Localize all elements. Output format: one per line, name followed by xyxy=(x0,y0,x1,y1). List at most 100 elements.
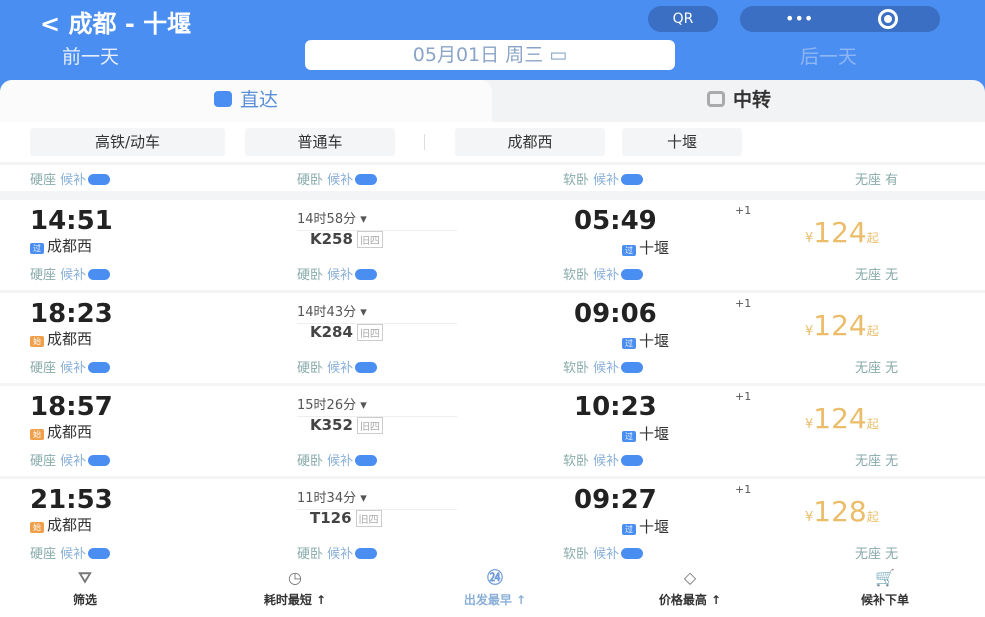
arrival-time: 09:27 xyxy=(574,485,657,515)
prev-day-button[interactable]: 前一天 xyxy=(62,46,120,68)
calendar-icon: ▭ xyxy=(549,44,568,66)
station-name: 成都西 xyxy=(47,423,93,441)
seat-availability[interactable]: 软卧 候补 xyxy=(563,264,644,283)
station-name: 十堰 xyxy=(639,425,670,443)
next-day-button[interactable]: 后一天 xyxy=(800,46,858,68)
duration[interactable]: 15时26分 ▾ xyxy=(297,394,457,417)
seat-availability[interactable]: 无座 无 xyxy=(855,450,898,469)
seat-status: 候补 xyxy=(327,173,354,188)
seat-type: 硬座 xyxy=(30,268,57,283)
toolbar-price-tag-button[interactable]: ◇ 价格最高 ↑ xyxy=(630,567,750,608)
seat-status: 无 xyxy=(885,547,899,562)
seat-type: 软卧 xyxy=(563,547,590,562)
seat-status: 无 xyxy=(885,454,899,469)
waitlist-toggle-icon xyxy=(88,362,111,373)
seat-availability[interactable]: 硬座 候补 xyxy=(30,450,111,469)
price-value: 124 xyxy=(813,309,867,342)
waitlist-toggle-icon xyxy=(88,548,111,559)
station-badge: 过 xyxy=(622,524,636,535)
duration[interactable]: 14时43分 ▾ xyxy=(297,301,457,324)
price-tag-icon: ◇ xyxy=(683,568,697,587)
chip-to-station[interactable]: 十堰 xyxy=(622,128,742,156)
departure-time: 21:53 xyxy=(30,485,113,515)
seat-status: 候补 xyxy=(593,361,620,376)
train-info-icon: 旧四 xyxy=(355,510,382,527)
tab-direct[interactable]: 直达 xyxy=(0,80,492,122)
chip-normal-train[interactable]: 普通车 xyxy=(245,128,395,156)
train-number: K258 xyxy=(310,230,353,248)
date-picker[interactable]: 05月01日 周三 ▭ xyxy=(305,40,675,70)
seat-availability[interactable]: 硬卧 候补 xyxy=(297,264,378,283)
filter-icon: ⛛ xyxy=(78,568,92,587)
train-row[interactable]: 18:23 始成都西 14时43分 ▾ K284 旧四 09:06 +1 过十堰 … xyxy=(0,293,985,383)
seat-availability[interactable]: 软卧 候补 xyxy=(563,450,644,469)
waitlist-toggle-icon xyxy=(621,548,644,559)
departure-time: 18:23 xyxy=(30,299,113,329)
seat-status: 候补 xyxy=(593,268,620,283)
back-title-button[interactable]: < 成都 - 十堰 xyxy=(40,10,192,38)
toolbar-filter-button[interactable]: ⛛ 筛选 xyxy=(25,567,145,608)
seat-status: 候补 xyxy=(60,268,87,283)
departure-station: 始成都西 xyxy=(30,421,92,442)
seat-type: 无座 xyxy=(855,547,882,562)
seat-availability[interactable]: 硬卧 候补 xyxy=(297,169,378,188)
seat-availability[interactable]: 软卧 候补 xyxy=(563,357,644,376)
train-row[interactable]: 14:51 过成都西 14时58分 ▾ K258 旧四 05:49 +1 过十堰 … xyxy=(0,200,985,290)
arrival-time: 09:06 xyxy=(574,299,657,329)
seat-type: 硬座 xyxy=(30,361,57,376)
seat-availability[interactable]: 软卧 候补 xyxy=(563,169,644,188)
seat-status: 候补 xyxy=(60,173,87,188)
cart-icon: 🛒 xyxy=(875,568,895,587)
seat-availability[interactable]: 无座 无 xyxy=(855,543,898,562)
seat-availability[interactable]: 硬座 候补 xyxy=(30,264,111,283)
duration[interactable]: 14时58分 ▾ xyxy=(297,208,457,231)
station-badge: 始 xyxy=(30,522,44,533)
toolbar-label: 价格最高 ↑ xyxy=(658,593,722,607)
seat-type: 无座 xyxy=(855,454,882,469)
chip-from-station[interactable]: 成都西 xyxy=(455,128,605,156)
station-name: 成都西 xyxy=(47,330,93,348)
seat-type: 硬卧 xyxy=(297,547,324,562)
toolbar-timer-button[interactable]: ◷ 耗时最短 ↑ xyxy=(235,567,355,608)
station-name: 十堰 xyxy=(639,518,670,536)
arrival-station: 过十堰 xyxy=(622,237,669,258)
day-offset: +1 xyxy=(735,483,752,496)
seat-availability[interactable]: 硬座 候补 xyxy=(30,543,111,562)
seat-status: 候补 xyxy=(593,454,620,469)
price-suffix: 起 xyxy=(866,231,879,245)
qr-code-button[interactable]: QR xyxy=(648,6,718,32)
seat-status: 候补 xyxy=(327,454,354,469)
day-offset: +1 xyxy=(735,297,752,310)
train-info-icon: 旧四 xyxy=(356,417,383,434)
seat-status: 候补 xyxy=(593,547,620,562)
seat-availability[interactable]: 硬卧 候补 xyxy=(297,357,378,376)
currency: ¥ xyxy=(805,231,814,246)
seat-availability[interactable]: 硬卧 候补 xyxy=(297,543,378,562)
seat-type: 硬卧 xyxy=(297,361,324,376)
price: ¥124起 xyxy=(805,402,879,435)
departure-time: 18:57 xyxy=(30,392,113,422)
toolbar-cart-button[interactable]: 🛒 候补下单 xyxy=(825,567,945,608)
clock-24-icon: ㉔ xyxy=(486,568,503,587)
train-row[interactable]: 18:57 始成都西 15时26分 ▾ K352 旧四 10:23 +1 过十堰 … xyxy=(0,386,985,476)
arrival-time: 05:49 xyxy=(574,206,657,236)
more-button[interactable]: ••• xyxy=(785,9,814,28)
train-row[interactable]: 21:53 始成都西 11时34分 ▾ T126 旧四 09:27 +1 过十堰 … xyxy=(0,479,985,569)
close-icon[interactable] xyxy=(878,9,898,29)
seat-availability[interactable]: 硬卧 候补 xyxy=(297,450,378,469)
seat-availability[interactable]: 软卧 候补 xyxy=(563,543,644,562)
seat-type: 硬卧 xyxy=(297,454,324,469)
seat-availability[interactable]: 无座 无 xyxy=(855,264,898,283)
seat-availability[interactable]: 硬座 候补 xyxy=(30,169,111,188)
seat-status: 候补 xyxy=(60,454,87,469)
seat-status: 候补 xyxy=(327,268,354,283)
seat-availability[interactable]: 硬座 候补 xyxy=(30,357,111,376)
seat-availability[interactable]: 无座 无 xyxy=(855,357,898,376)
tab-transfer[interactable]: 中转 xyxy=(493,80,985,122)
duration[interactable]: 11时34分 ▾ xyxy=(297,487,457,510)
waitlist-toggle-icon xyxy=(355,548,378,559)
chip-high-speed[interactable]: 高铁/动车 xyxy=(30,128,225,156)
seat-availability[interactable]: 无座 有 xyxy=(855,169,898,188)
